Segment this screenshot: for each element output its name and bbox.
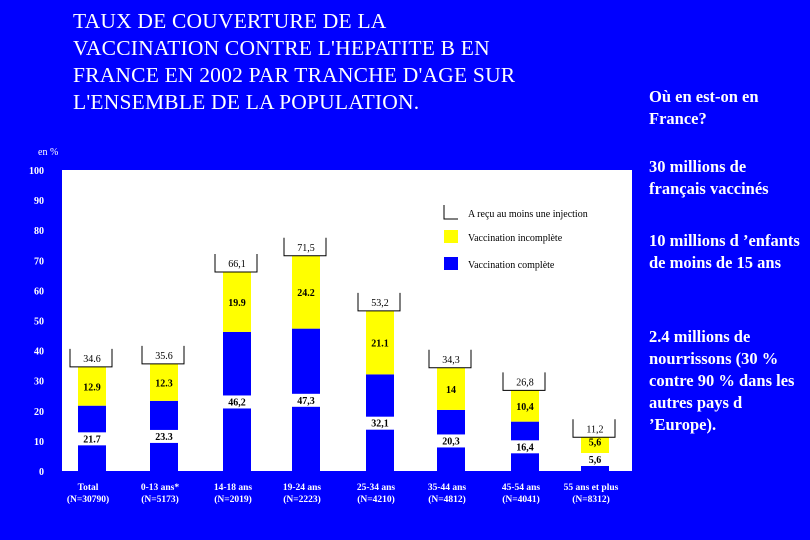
x-tick-label: 19-24 ans [283,483,322,493]
complete-value-label: 21.7 [83,434,101,445]
complete-label-bg [78,432,106,446]
incomplete-value-label: 24.2 [297,288,315,299]
y-tick-label: 40 [34,347,44,358]
x-tick-count: (N=8312) [572,494,610,505]
incomplete-value-label: 5,6 [589,437,602,448]
page-title: TAUX DE COUVERTURE DE LA VACCINATION CON… [73,9,516,114]
bar-incomplete [366,310,394,375]
complete-label-bg [581,453,609,466]
total-value-label: 53,2 [371,298,389,309]
total-bracket [357,292,401,312]
total-bracket [69,348,113,368]
y-tick-label: 0 [39,467,44,478]
x-tick-count: (N=2019) [214,494,252,505]
complete-label-bg [292,393,320,407]
x-tick-label: Total [78,483,99,493]
side-point-2: 10 millions d ’enfants de moins de 15 an… [649,231,800,272]
total-value-label: 35.6 [155,351,173,362]
bar-incomplete [581,437,609,455]
complete-value-label: 47,3 [297,396,315,407]
y-tick-label: 20 [34,407,44,418]
total-bracket [502,372,546,391]
x-tick-count: (N=4812) [428,494,466,505]
legend-label-complete: Vaccination complète [468,260,555,271]
side-point-1: 30 millions de français vaccinés [649,157,769,198]
bar-incomplete [78,366,106,406]
total-value-label: 66,1 [228,259,246,270]
legend-swatch-incomplete [444,230,458,243]
total-value-label: 11,2 [586,424,603,435]
complete-label-bg [511,440,539,454]
total-bracket [572,419,616,438]
bar-incomplete [292,255,320,329]
x-tick-count: (N=30790) [67,494,109,505]
incomplete-value-label: 12.9 [83,382,101,393]
x-tick-count: (N=4210) [357,494,395,505]
x-tick-count: (N=5173) [141,494,179,505]
incomplete-value-label: 19.9 [228,298,246,309]
total-value-label: 26,8 [516,377,534,388]
x-tick-label: 55 ans et plus [564,483,619,493]
total-value-label: 34,3 [442,355,460,366]
incomplete-value-label: 12.3 [155,378,173,389]
complete-label-bg [223,395,251,409]
bar-incomplete [150,363,178,401]
complete-value-label: 5,6 [589,455,602,466]
y-tick-label: 30 [34,377,44,388]
y-tick-label: 90 [34,196,44,207]
total-bracket [283,237,327,257]
complete-label-bg [366,416,394,430]
y-axis-label: en % [38,147,58,158]
x-tick-label: 25-34 ans [357,483,396,493]
total-bracket [214,254,258,273]
complete-value-label: 32,1 [371,419,389,430]
legend-label-total: A reçu au moins une injection [468,209,588,220]
complete-value-label: 16,4 [516,442,534,453]
complete-value-label: 23.3 [155,432,173,443]
bar-incomplete [511,390,539,422]
legend-label-incomplete: Vaccination incomplète [468,233,563,244]
x-tick-count: (N=2223) [283,494,321,505]
x-tick-label: 0-13 ans* [141,483,180,493]
complete-label-bg [437,434,465,448]
y-tick-label: 70 [34,256,44,267]
incomplete-value-label: 14 [446,385,456,396]
side-point-3: 2.4 millions de nourrissons (30 % contre… [649,327,795,434]
incomplete-value-label: 21.1 [371,339,389,350]
x-tick-count: (N=4041) [502,494,540,505]
total-value-label: 71,5 [297,243,315,254]
x-tick-label: 35-44 ans [428,483,467,493]
total-value-label: 34.6 [83,354,101,365]
complete-value-label: 46,2 [228,397,246,408]
bar-incomplete [223,272,251,332]
incomplete-value-label: 10,4 [516,402,534,413]
total-bracket [141,345,185,365]
legend-swatch-complete [444,257,458,270]
y-tick-label: 10 [34,437,44,448]
y-tick-label: 80 [34,226,44,237]
y-tick-label: 50 [34,317,44,328]
side-question: Où en est-on en France? [649,87,759,128]
total-bracket [428,349,472,369]
legend-bracket-symbol [443,205,458,220]
complete-value-label: 20,3 [442,436,460,447]
x-tick-label: 45-54 ans [502,483,541,493]
y-tick-label: 100 [29,166,44,177]
y-tick-label: 60 [34,286,44,297]
complete-label-bg [150,429,178,443]
x-tick-label: 14-18 ans [214,483,253,493]
bar-incomplete [437,367,465,410]
